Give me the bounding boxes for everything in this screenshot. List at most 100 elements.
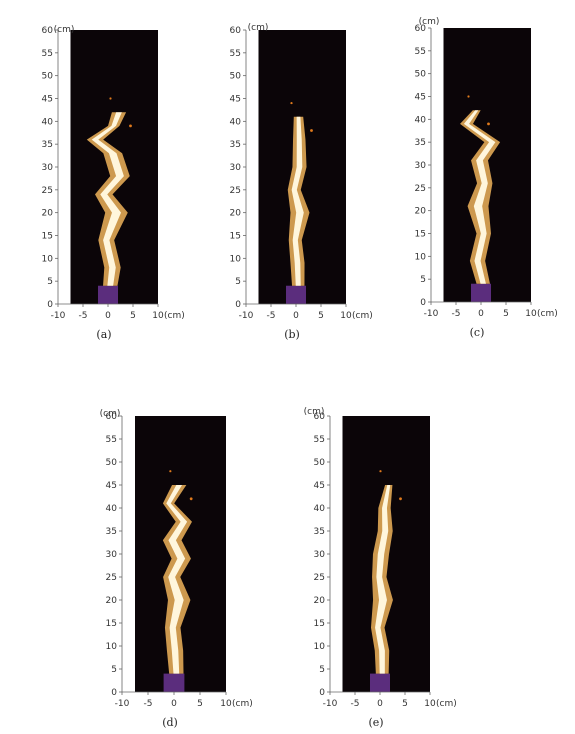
y-tick-label: 35 xyxy=(230,140,241,150)
y-tick-label: 45 xyxy=(415,93,426,103)
y-tick-label: 25 xyxy=(230,186,241,196)
ember-spark xyxy=(399,497,402,501)
flame-panel-d: 0 5 10 15 20 25 30 35 40 45 50 55 60 -10 -5 0 5 10 (cm) (cm… xyxy=(100,400,280,734)
y-tick-label: 40 xyxy=(415,115,427,125)
x-tick-label: -5 xyxy=(144,699,153,709)
y-tick-label: 40 xyxy=(42,117,54,127)
flame-core xyxy=(291,116,304,286)
x-tick-label: 0 xyxy=(377,699,383,709)
x-tick-label: 10 xyxy=(424,699,436,709)
y-tick-label: 0 xyxy=(420,298,426,308)
x-tick-label: -10 xyxy=(115,699,130,709)
flame-panel-c: 0 5 10 15 20 25 30 35 40 45 50 55 60 -10 -5 0 5 10 (cm) (cm… xyxy=(395,10,575,350)
x-tick-label: 5 xyxy=(318,311,324,321)
burner-base xyxy=(163,673,185,692)
burner-base xyxy=(370,673,390,692)
y-tick-label: 30 xyxy=(42,163,54,173)
flame-core xyxy=(463,110,496,284)
y-tick-label: 35 xyxy=(314,527,325,537)
y-tick-label: 10 xyxy=(314,642,326,652)
burner-base xyxy=(286,285,306,304)
y-tick-label: 0 xyxy=(319,688,325,698)
ember-spark xyxy=(169,470,172,473)
y-tick-label: 0 xyxy=(111,688,117,698)
y-tick-label: 25 xyxy=(106,573,117,583)
y-tick-label: 40 xyxy=(230,117,242,127)
x-tick-label: -10 xyxy=(51,311,66,321)
y-unit-label: (cm) xyxy=(304,407,325,417)
y-tick-label: 50 xyxy=(415,70,427,80)
y-tick-label: 50 xyxy=(230,72,242,82)
ember-spark xyxy=(189,497,193,501)
y-tick-label: 5 xyxy=(111,665,117,675)
y-unit-label: (cm) xyxy=(100,409,121,419)
flame-panel-b: 0 5 10 15 20 25 30 35 40 45 50 55 60 -10 -5 0 5 10 (cm) (cm… xyxy=(210,12,390,352)
y-tick-label: 35 xyxy=(415,138,426,148)
ember-spark xyxy=(487,122,490,126)
y-unit-label: (cm) xyxy=(54,25,75,35)
y-tick-label: 10 xyxy=(230,254,242,264)
y-tick-label: 50 xyxy=(42,72,54,82)
y-tick-label: 40 xyxy=(106,504,118,514)
burner-base xyxy=(98,285,118,304)
x-tick-label: -10 xyxy=(323,699,338,709)
y-tick-label: 40 xyxy=(314,504,326,514)
x-tick-label: 5 xyxy=(130,311,136,321)
y-tick-label: 30 xyxy=(230,163,242,173)
y-tick-label: 5 xyxy=(319,665,325,675)
y-tick-label: 60 xyxy=(106,412,118,422)
x-tick-label: 0 xyxy=(478,309,484,319)
x-unit-label: (cm) xyxy=(232,699,253,709)
ember-spark xyxy=(310,129,313,132)
ember-spark xyxy=(467,95,470,98)
y-tick-label: 25 xyxy=(42,186,53,196)
y-tick-label: 45 xyxy=(106,481,117,491)
y-tick-label: 55 xyxy=(314,435,325,445)
y-tick-label: 20 xyxy=(42,209,54,219)
flame-panel-a: 0 5 10 15 20 25 30 35 40 45 50 55 60 -10 -5 0 5 10 (cm) (cm… xyxy=(22,12,202,352)
ember-spark xyxy=(129,124,132,128)
y-tick-label: 45 xyxy=(230,95,241,105)
y-tick-label: 35 xyxy=(106,527,117,537)
ember-spark xyxy=(290,101,293,105)
x-tick-label: 10 xyxy=(152,311,164,321)
x-tick-label: 0 xyxy=(105,311,111,321)
y-tick-label: 20 xyxy=(106,596,118,606)
y-tick-label: 60 xyxy=(230,26,242,36)
y-tick-label: 25 xyxy=(314,573,325,583)
x-tick-label: 0 xyxy=(293,311,299,321)
y-tick-label: 20 xyxy=(415,207,427,217)
y-tick-label: 55 xyxy=(230,49,241,59)
x-tick-label: -5 xyxy=(267,311,276,321)
panel-label: (a) xyxy=(96,328,111,341)
x-tick-label: 0 xyxy=(171,699,177,709)
y-tick-label: 10 xyxy=(42,254,54,264)
y-tick-label: 5 xyxy=(235,277,241,287)
x-tick-label: -10 xyxy=(239,311,254,321)
y-tick-label: 5 xyxy=(47,277,53,287)
x-tick-label: 10 xyxy=(525,309,537,319)
y-tick-label: 30 xyxy=(314,550,326,560)
x-tick-label: 5 xyxy=(402,699,408,709)
x-tick-label: -5 xyxy=(452,309,461,319)
x-tick-label: -10 xyxy=(424,309,439,319)
y-tick-label: 20 xyxy=(230,209,242,219)
x-unit-label: (cm) xyxy=(352,311,373,321)
x-tick-label: 5 xyxy=(503,309,509,319)
x-tick-label: -5 xyxy=(351,699,360,709)
burner-base xyxy=(471,283,491,302)
panel-label: (c) xyxy=(470,326,485,339)
y-tick-label: 15 xyxy=(42,232,53,242)
x-tick-label: 10 xyxy=(340,311,352,321)
y-tick-label: 25 xyxy=(415,184,426,194)
y-tick-label: 60 xyxy=(415,24,427,34)
panel-label: (e) xyxy=(368,716,383,729)
x-tick-label: 5 xyxy=(197,699,203,709)
y-tick-label: 10 xyxy=(106,642,118,652)
y-tick-label: 10 xyxy=(415,252,427,262)
